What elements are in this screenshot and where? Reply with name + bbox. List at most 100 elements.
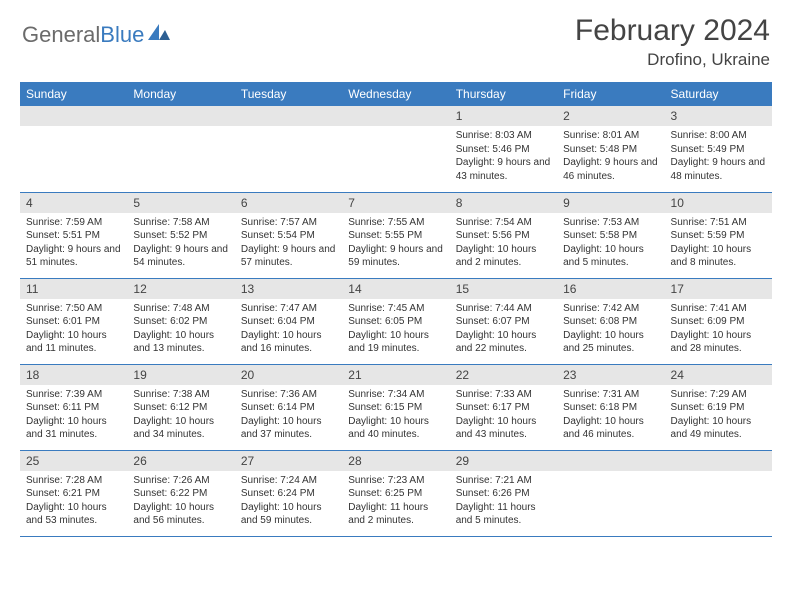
calendar-day-cell: 1Sunrise: 8:03 AMSunset: 5:46 PMDaylight… — [450, 106, 557, 192]
sunrise-text: Sunrise: 7:55 AM — [348, 216, 443, 230]
sunset-text: Sunset: 6:21 PM — [26, 487, 121, 501]
sunrise-text: Sunrise: 7:26 AM — [133, 474, 228, 488]
day-number — [557, 451, 664, 471]
sunrise-text: Sunrise: 7:47 AM — [241, 302, 336, 316]
sunrise-text: Sunrise: 7:36 AM — [241, 388, 336, 402]
daylight-text: Daylight: 11 hours and 5 minutes. — [456, 501, 551, 528]
day-number: 24 — [665, 365, 772, 385]
daylight-text: Daylight: 10 hours and 16 minutes. — [241, 329, 336, 356]
day-number — [235, 106, 342, 126]
daylight-text: Daylight: 10 hours and 8 minutes. — [671, 243, 766, 270]
sunset-text: Sunset: 5:59 PM — [671, 229, 766, 243]
daylight-text: Daylight: 10 hours and 13 minutes. — [133, 329, 228, 356]
sunrise-text: Sunrise: 7:50 AM — [26, 302, 121, 316]
calendar-day-cell: 13Sunrise: 7:47 AMSunset: 6:04 PMDayligh… — [235, 278, 342, 364]
day-number: 8 — [450, 193, 557, 213]
day-info: Sunrise: 7:59 AMSunset: 5:51 PMDaylight:… — [20, 213, 127, 274]
daylight-text: Daylight: 9 hours and 48 minutes. — [671, 156, 766, 183]
sunrise-text: Sunrise: 7:39 AM — [26, 388, 121, 402]
day-number: 26 — [127, 451, 234, 471]
day-number: 29 — [450, 451, 557, 471]
day-number: 1 — [450, 106, 557, 126]
calendar-day-cell: 3Sunrise: 8:00 AMSunset: 5:49 PMDaylight… — [665, 106, 772, 192]
day-info: Sunrise: 7:38 AMSunset: 6:12 PMDaylight:… — [127, 385, 234, 446]
sunrise-text: Sunrise: 8:03 AM — [456, 129, 551, 143]
calendar-day-cell: 16Sunrise: 7:42 AMSunset: 6:08 PMDayligh… — [557, 278, 664, 364]
day-number: 3 — [665, 106, 772, 126]
daylight-text: Daylight: 10 hours and 56 minutes. — [133, 501, 228, 528]
day-info: Sunrise: 7:28 AMSunset: 6:21 PMDaylight:… — [20, 471, 127, 532]
page-title: February 2024 — [575, 14, 770, 48]
daylight-text: Daylight: 9 hours and 43 minutes. — [456, 156, 551, 183]
daylight-text: Daylight: 10 hours and 49 minutes. — [671, 415, 766, 442]
day-number: 12 — [127, 279, 234, 299]
calendar-day-cell: 14Sunrise: 7:45 AMSunset: 6:05 PMDayligh… — [342, 278, 449, 364]
sunrise-text: Sunrise: 7:33 AM — [456, 388, 551, 402]
daylight-text: Daylight: 10 hours and 53 minutes. — [26, 501, 121, 528]
title-block: February 2024 Drofino, Ukraine — [575, 14, 770, 70]
sunrise-text: Sunrise: 7:31 AM — [563, 388, 658, 402]
day-number: 5 — [127, 193, 234, 213]
calendar-day-cell: 9Sunrise: 7:53 AMSunset: 5:58 PMDaylight… — [557, 192, 664, 278]
logo-text-main: General — [22, 22, 100, 48]
calendar-week-row: 11Sunrise: 7:50 AMSunset: 6:01 PMDayligh… — [20, 278, 772, 364]
sunset-text: Sunset: 6:15 PM — [348, 401, 443, 415]
calendar-day-cell: 26Sunrise: 7:26 AMSunset: 6:22 PMDayligh… — [127, 450, 234, 536]
sunset-text: Sunset: 5:49 PM — [671, 143, 766, 157]
day-number: 25 — [20, 451, 127, 471]
day-info: Sunrise: 7:48 AMSunset: 6:02 PMDaylight:… — [127, 299, 234, 360]
day-number: 13 — [235, 279, 342, 299]
sunrise-text: Sunrise: 7:23 AM — [348, 474, 443, 488]
daylight-text: Daylight: 9 hours and 57 minutes. — [241, 243, 336, 270]
day-info: Sunrise: 7:23 AMSunset: 6:25 PMDaylight:… — [342, 471, 449, 532]
day-number: 2 — [557, 106, 664, 126]
calendar-day-cell: 28Sunrise: 7:23 AMSunset: 6:25 PMDayligh… — [342, 450, 449, 536]
day-number: 22 — [450, 365, 557, 385]
day-info: Sunrise: 7:36 AMSunset: 6:14 PMDaylight:… — [235, 385, 342, 446]
day-number: 20 — [235, 365, 342, 385]
day-info: Sunrise: 8:01 AMSunset: 5:48 PMDaylight:… — [557, 126, 664, 187]
sunset-text: Sunset: 6:02 PM — [133, 315, 228, 329]
day-info: Sunrise: 8:03 AMSunset: 5:46 PMDaylight:… — [450, 126, 557, 187]
location-label: Drofino, Ukraine — [575, 50, 770, 70]
day-info: Sunrise: 7:53 AMSunset: 5:58 PMDaylight:… — [557, 213, 664, 274]
calendar-day-cell — [127, 106, 234, 192]
weekday-header: Thursday — [450, 82, 557, 106]
day-info: Sunrise: 7:29 AMSunset: 6:19 PMDaylight:… — [665, 385, 772, 446]
triangle-logo-icon — [148, 24, 170, 45]
day-number: 28 — [342, 451, 449, 471]
sunset-text: Sunset: 6:14 PM — [241, 401, 336, 415]
sunset-text: Sunset: 5:46 PM — [456, 143, 551, 157]
sunrise-text: Sunrise: 7:28 AM — [26, 474, 121, 488]
day-number — [665, 451, 772, 471]
daylight-text: Daylight: 10 hours and 2 minutes. — [456, 243, 551, 270]
day-info: Sunrise: 7:44 AMSunset: 6:07 PMDaylight:… — [450, 299, 557, 360]
sunrise-text: Sunrise: 7:21 AM — [456, 474, 551, 488]
daylight-text: Daylight: 11 hours and 2 minutes. — [348, 501, 443, 528]
sunset-text: Sunset: 5:52 PM — [133, 229, 228, 243]
day-number — [342, 106, 449, 126]
calendar-day-cell: 20Sunrise: 7:36 AMSunset: 6:14 PMDayligh… — [235, 364, 342, 450]
day-number: 18 — [20, 365, 127, 385]
weekday-header: Friday — [557, 82, 664, 106]
calendar-day-cell: 18Sunrise: 7:39 AMSunset: 6:11 PMDayligh… — [20, 364, 127, 450]
daylight-text: Daylight: 9 hours and 59 minutes. — [348, 243, 443, 270]
day-number: 14 — [342, 279, 449, 299]
day-info: Sunrise: 7:54 AMSunset: 5:56 PMDaylight:… — [450, 213, 557, 274]
calendar-day-cell: 21Sunrise: 7:34 AMSunset: 6:15 PMDayligh… — [342, 364, 449, 450]
daylight-text: Daylight: 10 hours and 37 minutes. — [241, 415, 336, 442]
day-info: Sunrise: 7:39 AMSunset: 6:11 PMDaylight:… — [20, 385, 127, 446]
calendar-day-cell: 8Sunrise: 7:54 AMSunset: 5:56 PMDaylight… — [450, 192, 557, 278]
day-info: Sunrise: 7:55 AMSunset: 5:55 PMDaylight:… — [342, 213, 449, 274]
daylight-text: Daylight: 10 hours and 19 minutes. — [348, 329, 443, 356]
calendar-day-cell: 15Sunrise: 7:44 AMSunset: 6:07 PMDayligh… — [450, 278, 557, 364]
logo-text-accent: Blue — [100, 22, 144, 48]
sunset-text: Sunset: 6:09 PM — [671, 315, 766, 329]
daylight-text: Daylight: 9 hours and 54 minutes. — [133, 243, 228, 270]
sunset-text: Sunset: 6:07 PM — [456, 315, 551, 329]
daylight-text: Daylight: 10 hours and 5 minutes. — [563, 243, 658, 270]
day-number: 27 — [235, 451, 342, 471]
day-info: Sunrise: 7:42 AMSunset: 6:08 PMDaylight:… — [557, 299, 664, 360]
day-info: Sunrise: 7:33 AMSunset: 6:17 PMDaylight:… — [450, 385, 557, 446]
sunrise-text: Sunrise: 8:01 AM — [563, 129, 658, 143]
